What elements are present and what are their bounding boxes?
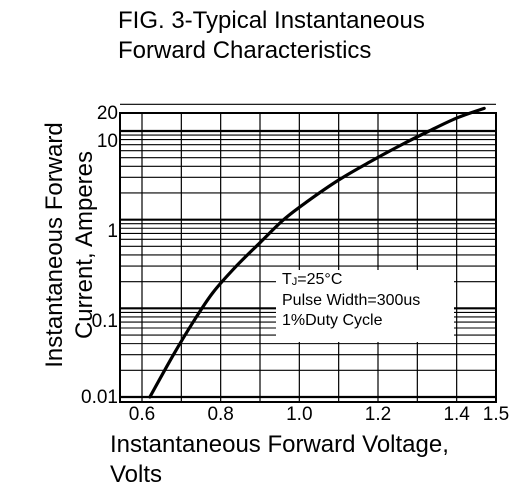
y-tick-label: 10 xyxy=(97,131,118,152)
x-axis-label: Instantaneous Forward Voltage, Volts xyxy=(110,430,520,490)
x-axis-label-line-1: Instantaneous Forward Voltage, xyxy=(110,431,449,458)
chart-title-line-2: Forward Characteristics xyxy=(118,37,372,64)
x-axis-label-line-2: Volts xyxy=(110,461,163,488)
forward-characteristic-curve xyxy=(148,106,486,399)
y-tick-label: 0.01 xyxy=(81,387,118,408)
tj-symbol: T xyxy=(282,271,292,288)
chart-title-line-1: FIG. 3-Typical Instantaneous xyxy=(118,7,425,34)
x-tick-label: 0.8 xyxy=(207,404,233,425)
x-tick-label: 1.5 xyxy=(483,404,509,425)
y-tick-label: 20 xyxy=(97,103,118,124)
junction-temperature-label: TJ=25°C xyxy=(282,270,454,291)
tj-subscript: J xyxy=(291,276,298,288)
y-tick-label: 1 xyxy=(107,221,118,242)
pulse-width-label: Pulse Width=300us xyxy=(282,292,421,309)
test-conditions-annotation: TJ=25°C Pulse Width=300us 1%Duty Cycle xyxy=(276,270,454,342)
y-tick-label: 0.1 xyxy=(92,311,118,332)
x-tick-label: 1.0 xyxy=(286,404,312,425)
duty-cycle-label: 1%Duty Cycle xyxy=(282,312,383,329)
tj-value: =25°C xyxy=(297,271,343,288)
x-tick-label: 0.6 xyxy=(129,404,155,425)
x-tick-label: 1.4 xyxy=(443,404,470,425)
chart-title: FIG. 3-Typical Instantaneous Forward Cha… xyxy=(118,6,518,66)
x-tick-label: 1.2 xyxy=(365,404,391,425)
plot-frame xyxy=(119,112,497,403)
